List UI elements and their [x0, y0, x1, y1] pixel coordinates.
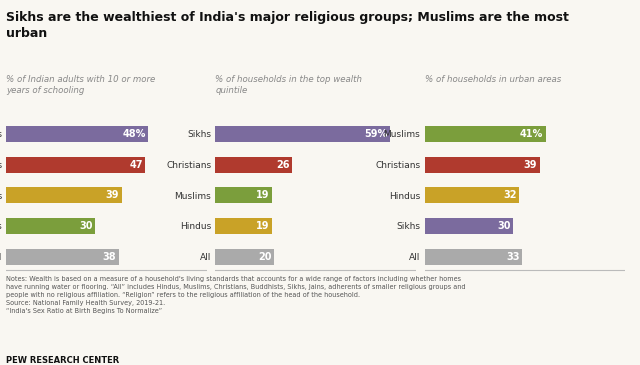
Text: 59%: 59% [364, 129, 387, 139]
Text: Sikhs are the wealthiest of India's major religious groups; Muslims are the most: Sikhs are the wealthiest of India's majo… [6, 11, 569, 41]
Bar [424, 187, 519, 203]
Bar [424, 249, 522, 265]
Bar [424, 157, 540, 173]
Text: 39: 39 [106, 190, 119, 200]
Bar [6, 187, 122, 203]
Bar [216, 218, 271, 234]
Bar [6, 157, 145, 173]
Text: 19: 19 [256, 221, 269, 231]
Bar [6, 249, 118, 265]
Bar [216, 187, 271, 203]
Text: Notes: Wealth is based on a measure of a household's living standards that accou: Notes: Wealth is based on a measure of a… [6, 276, 466, 314]
Text: PEW RESEARCH CENTER: PEW RESEARCH CENTER [6, 356, 120, 365]
Text: 20: 20 [259, 251, 272, 262]
Text: 30: 30 [79, 221, 93, 231]
Bar [216, 249, 275, 265]
Text: 30: 30 [497, 221, 511, 231]
Text: 19: 19 [256, 190, 269, 200]
Text: % of households in the top wealth
quintile: % of households in the top wealth quinti… [216, 75, 362, 95]
Bar [6, 218, 95, 234]
Text: 38: 38 [102, 251, 116, 262]
Text: 32: 32 [503, 190, 516, 200]
Bar [216, 126, 390, 142]
Text: 39: 39 [524, 160, 538, 170]
Text: 48%: 48% [122, 129, 146, 139]
Bar [424, 126, 545, 142]
Text: 33: 33 [506, 251, 520, 262]
Bar [6, 126, 148, 142]
Bar [424, 218, 513, 234]
Text: 47: 47 [129, 160, 143, 170]
Text: % of households in urban areas: % of households in urban areas [424, 75, 561, 84]
Text: 41%: 41% [520, 129, 543, 139]
Bar [216, 157, 292, 173]
Text: % of Indian adults with 10 or more
years of schooling: % of Indian adults with 10 or more years… [6, 75, 156, 95]
Text: 26: 26 [276, 160, 290, 170]
